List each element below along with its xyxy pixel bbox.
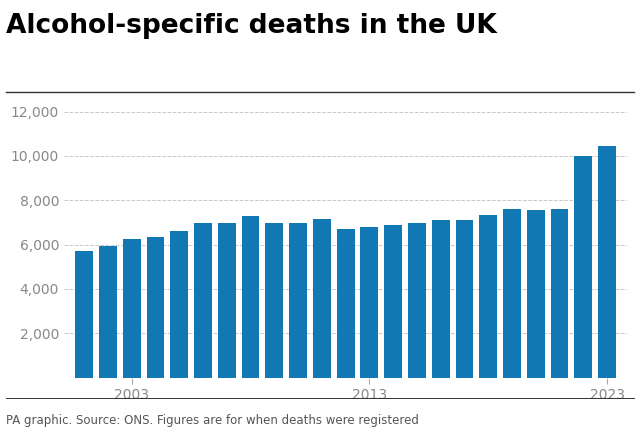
Bar: [313, 219, 331, 378]
Bar: [289, 224, 307, 378]
Bar: [170, 231, 188, 378]
Bar: [123, 239, 141, 378]
Bar: [76, 251, 93, 378]
Bar: [456, 220, 474, 378]
Text: PA graphic. Source: ONS. Figures are for when deaths were registered: PA graphic. Source: ONS. Figures are for…: [6, 414, 419, 427]
Bar: [479, 214, 497, 378]
Bar: [147, 237, 164, 378]
Bar: [574, 156, 592, 378]
Bar: [503, 209, 521, 378]
Text: Alcohol-specific deaths in the UK: Alcohol-specific deaths in the UK: [6, 13, 497, 39]
Bar: [360, 227, 378, 378]
Bar: [550, 209, 568, 378]
Bar: [598, 146, 616, 378]
Bar: [99, 246, 117, 378]
Bar: [266, 224, 284, 378]
Bar: [384, 225, 402, 378]
Bar: [194, 224, 212, 378]
Bar: [408, 224, 426, 378]
Bar: [527, 210, 545, 378]
Bar: [337, 229, 355, 378]
Bar: [242, 216, 259, 378]
Bar: [432, 220, 449, 378]
Bar: [218, 224, 236, 378]
